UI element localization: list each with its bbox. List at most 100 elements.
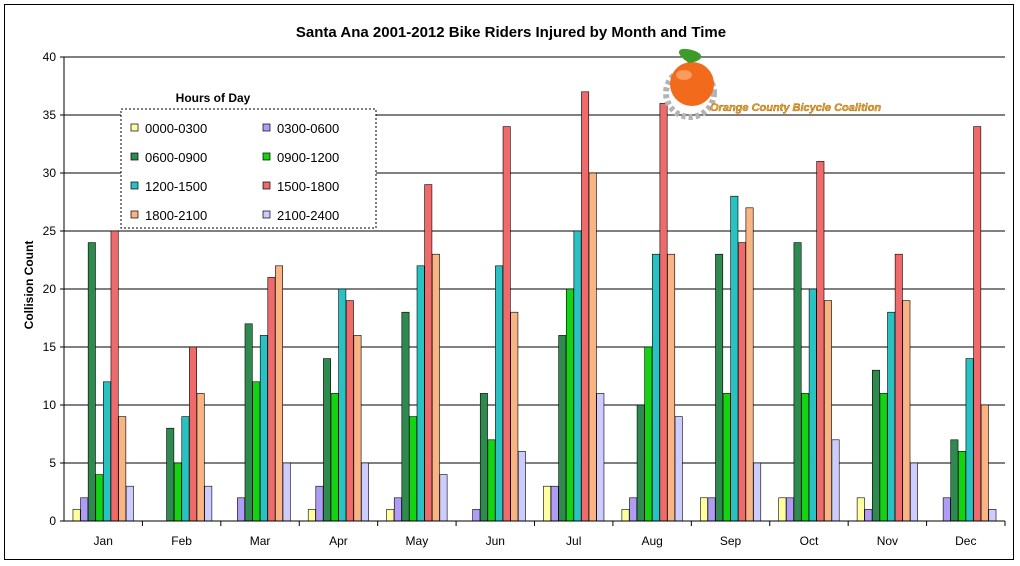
bar-0900-1200-Feb (173, 462, 182, 522)
x-tick-label: Mar (250, 534, 271, 548)
bar-1200-1500-Feb (181, 416, 190, 522)
y-tick-label: 40 (43, 50, 57, 64)
x-tick-label: Jan (94, 534, 113, 548)
bar-0300-0600-Sep (707, 497, 716, 522)
bar-2100-2400-Jun (517, 451, 526, 522)
bar-0900-1200-May (409, 416, 418, 522)
y-tick-label: 30 (43, 166, 57, 180)
bar-0600-0900-Jun (479, 393, 488, 522)
bar-2100-2400-Dec (988, 509, 997, 522)
bar-0300-0600-Jun (472, 509, 481, 522)
legend-swatch-0300-0600 (262, 123, 271, 132)
legend-title: Hours of Day (176, 91, 251, 105)
y-tick-label: 20 (43, 282, 57, 296)
bar-1800-2100-Mar (275, 265, 283, 522)
x-tick-label: Sep (720, 534, 742, 548)
bar-0600-0900-Apr (323, 358, 332, 522)
bar-2100-2400-Feb (204, 485, 213, 522)
legend-swatch-0900-1200 (262, 152, 271, 161)
bar-1200-1500-Oct (808, 288, 817, 522)
bar-1500-1800-Nov (894, 253, 903, 522)
bar-0600-0900-Jan (87, 242, 96, 522)
legend-label-2100-2400: 2100-2400 (277, 208, 339, 223)
bar-1500-1800-Jul (581, 91, 590, 522)
bar-2100-2400-Oct (831, 439, 840, 522)
bar-0600-0900-Mar (244, 323, 253, 522)
bar-2100-2400-Jul (596, 393, 605, 522)
bar-0000-0300-Jan (72, 509, 81, 522)
bar-2100-2400-Sep (753, 462, 762, 522)
legend-swatch-1800-2100 (130, 210, 139, 219)
y-tick-label: 0 (49, 514, 56, 528)
y-tick-label: 35 (43, 108, 57, 122)
bar-0900-1200-Nov (879, 393, 888, 522)
bar-1200-1500-Sep (730, 195, 739, 522)
legend: Hours of Day 0000-0300 0300-0600 0600-0900… (120, 91, 377, 229)
legend-label-0600-0900: 0600-0900 (145, 150, 207, 165)
bar-1800-2100-Oct (824, 300, 832, 522)
bar-1200-1500-Apr (338, 288, 347, 522)
bar-0600-0900-Feb (166, 427, 175, 522)
x-tick-label: Nov (877, 534, 898, 548)
bar-0900-1200-Mar (252, 381, 261, 522)
bar-0600-0900-Oct (793, 242, 802, 522)
bar-1500-1800-Apr (345, 300, 354, 522)
x-tick-label: Apr (329, 534, 348, 548)
bar-0900-1200-Apr (330, 393, 339, 522)
chart-title: Santa Ana 2001-2012 Bike Riders Injured … (296, 24, 726, 41)
bar-1800-2100-Jan (118, 416, 127, 522)
bar-0300-0600-Aug (629, 497, 638, 522)
bar-1500-1800-Mar (267, 277, 276, 522)
chart-svg: Santa Ana 2001-2012 Bike Riders Injured … (22, 24, 1006, 548)
bar-0900-1200-Dec (958, 451, 966, 522)
bar-1500-1800-Jan (110, 230, 119, 522)
chart-frame: Santa Ana 2001-2012 Bike Riders Injured … (4, 4, 1014, 560)
bar-1500-1800-Feb (189, 346, 197, 522)
legend-label-1200-1500: 1200-1500 (145, 179, 207, 194)
bar-1200-1500-Mar (259, 335, 268, 522)
bar-0000-0300-Nov (856, 497, 865, 522)
bar-0000-0300-Apr (307, 509, 316, 522)
bar-2100-2400-Aug (674, 416, 683, 522)
bar-1500-1800-Aug (659, 103, 668, 522)
bar-0900-1200-Jun (487, 439, 496, 522)
y-tick-label: 5 (49, 456, 56, 470)
bar-1800-2100-Dec (980, 404, 989, 522)
bar-0900-1200-Jul (565, 288, 574, 522)
bar-1500-1800-Sep (737, 242, 746, 522)
bar-0600-0900-Jul (558, 335, 567, 522)
y-tick-label: 15 (43, 340, 57, 354)
y-axis-label: Collision Count (22, 241, 36, 330)
bar-0900-1200-Aug (644, 346, 653, 522)
bar-1800-2100-Nov (902, 300, 911, 522)
x-tick-label: Aug (641, 534, 662, 548)
bar-1800-2100-Sep (745, 207, 754, 522)
bar-0000-0300-Aug (621, 509, 630, 522)
bar-1200-1500-Dec (965, 358, 974, 522)
legend-box (120, 108, 377, 229)
legend-label-1500-1800: 1500-1800 (277, 179, 339, 194)
bar-0600-0900-Aug (636, 404, 645, 522)
bar-2100-2400-Jan (125, 485, 134, 522)
bar-1500-1800-Oct (816, 161, 825, 522)
bar-0600-0900-Dec (950, 439, 959, 522)
legend-label-0000-0300: 0000-0300 (145, 121, 207, 136)
bar-0300-0600-Apr (315, 485, 324, 522)
bar-1500-1800-Dec (973, 126, 982, 522)
legend-swatch-0000-0300 (130, 123, 139, 132)
bar-1200-1500-Nov (887, 311, 896, 522)
bar-1200-1500-Aug (651, 253, 660, 522)
bar-0000-0300-Sep (699, 497, 708, 522)
bar-0000-0300-May (386, 509, 395, 522)
bar-1800-2100-Jul (588, 172, 597, 522)
legend-label-1800-2100: 1800-2100 (145, 208, 207, 223)
bar-1800-2100-Apr (353, 335, 362, 522)
bar-2100-2400-Apr (361, 462, 370, 522)
leaf-icon (678, 48, 702, 63)
bar-1200-1500-Jan (103, 381, 111, 522)
x-tick-label: Jun (486, 534, 505, 548)
bar-1800-2100-Feb (196, 393, 205, 522)
y-tick-label: 25 (43, 224, 57, 238)
x-tick-label: Oct (800, 534, 819, 548)
bar-1500-1800-Jun (502, 126, 511, 522)
